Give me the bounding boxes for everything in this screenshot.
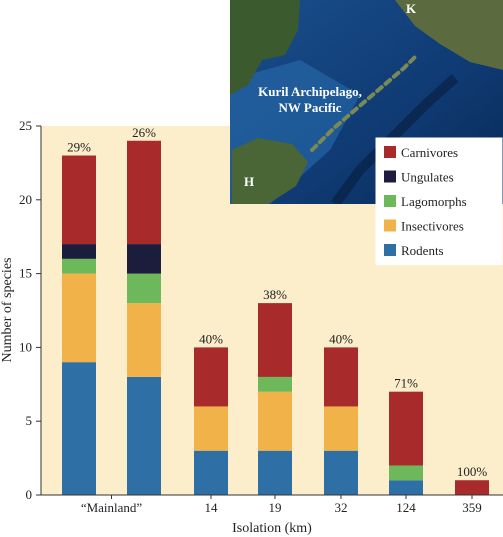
map-label-h: H	[244, 174, 254, 189]
percent-label-6: 100%	[457, 464, 488, 479]
map-land-kamchatka	[395, 0, 503, 70]
y-tick-label-0: 0	[26, 487, 33, 502]
y-ticks-group: 0 5 10 15 20 25	[19, 118, 41, 502]
percent-labels-group: 29% 26% 40% 38% 40% 71% 100%	[67, 125, 487, 479]
bar-segment-lagomorphs-1	[127, 273, 161, 304]
legend-swatch-rodents	[384, 244, 396, 256]
map-label-k: K	[406, 1, 417, 16]
legend: Carnivores Ungulates Lagomorphs Insectivore…	[375, 137, 503, 265]
percent-label-2: 40%	[199, 331, 223, 346]
percent-label-4: 40%	[329, 331, 353, 346]
x-tick-label-4: 32	[335, 500, 348, 515]
legend-label-rodents: Rodents	[401, 243, 444, 258]
bar-segment-insectivores-0	[62, 273, 96, 363]
map-kuril-islands	[310, 54, 418, 152]
legend-box	[375, 137, 503, 265]
x-axis-title: Isolation (km)	[232, 521, 312, 536]
bar-segment-rodents-3	[258, 450, 292, 495]
legend-label-lagomorphs: Lagomorphs	[401, 194, 467, 209]
y-tick-label-25: 25	[19, 118, 32, 133]
bar-segment-rodents-4	[324, 450, 358, 495]
bar-segment-carnivores-1	[127, 140, 161, 245]
bar-segment-lagomorphs-3	[258, 376, 292, 392]
y-tick-label-10: 10	[19, 339, 32, 354]
percent-label-3: 38%	[263, 287, 287, 302]
bar-segment-carnivores-0	[62, 155, 96, 245]
legend-label-carnivores: Carnivores	[401, 145, 458, 160]
legend-swatch-carnivores	[384, 146, 396, 158]
bar-segment-insectivores-3	[258, 391, 292, 451]
percent-label-1: 26%	[132, 125, 156, 140]
legend-label-ungulates: Ungulates	[401, 170, 454, 185]
y-tick-label-20: 20	[19, 192, 32, 207]
bar-segment-rodents-1	[127, 376, 161, 495]
bar-segment-carnivores-5	[389, 391, 423, 466]
x-tick-label-6: 359	[462, 500, 482, 515]
y-tick-label-5: 5	[26, 413, 33, 428]
bar-segment-insectivores-2	[194, 406, 228, 451]
bar-segment-ungulates-0	[62, 244, 96, 259]
bar-segment-carnivores-2	[194, 347, 228, 407]
legend-label-insectivores: Insectivores	[401, 219, 464, 234]
bar-segment-lagomorphs-0	[62, 258, 96, 274]
y-axis-title: Number of species	[0, 258, 15, 363]
bar-segment-rodents-2	[194, 450, 228, 495]
map-land-hokkaido	[232, 138, 308, 204]
bar-segment-carnivores-4	[324, 347, 358, 407]
bar-segment-rodents-5	[389, 480, 423, 495]
map-title-line2: NW Pacific	[279, 100, 342, 115]
x-tick-label-2: 14	[205, 500, 219, 515]
bar-segment-insectivores-1	[127, 303, 161, 377]
legend-swatch-insectivores	[384, 219, 396, 232]
x-tick-label-0: “Mainland”	[81, 500, 143, 515]
bars-group	[62, 140, 489, 495]
x-ticks-group: “Mainland” 14 19 32 124 359	[81, 495, 482, 515]
percent-label-0: 29%	[67, 140, 91, 155]
legend-swatch-lagomorphs	[384, 195, 396, 207]
bar-segment-carnivores-6	[455, 480, 489, 495]
x-tick-label-3: 19	[269, 500, 282, 515]
bar-segment-lagomorphs-5	[389, 465, 423, 481]
bar-segment-rodents-0	[62, 362, 96, 495]
map-land-sakhalin	[230, 0, 300, 95]
y-tick-label-15: 15	[19, 266, 32, 281]
percent-label-5: 71%	[394, 376, 418, 391]
map-title-line1: Kuril Archipelago,	[258, 84, 362, 99]
x-tick-label-5: 124	[396, 500, 416, 515]
bar-segment-ungulates-1	[127, 244, 161, 274]
bar-segment-insectivores-4	[324, 406, 358, 451]
legend-swatch-ungulates	[384, 170, 396, 183]
bar-segment-carnivores-3	[258, 303, 292, 377]
